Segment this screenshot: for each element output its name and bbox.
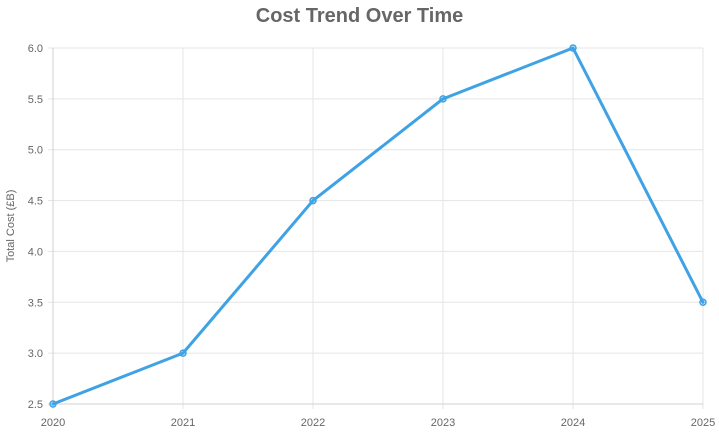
grid-lines: [48, 47, 704, 409]
y-tick-label: 4.0: [28, 246, 43, 258]
data-point[interactable]: [309, 196, 317, 205]
y-axis-title: Total Cost (£B): [5, 190, 17, 263]
x-axis-ticks: 2020 2021 2022 2023 2024 2025: [41, 417, 715, 429]
y-tick-label: 5.0: [28, 145, 43, 157]
data-point[interactable]: [179, 349, 187, 357]
x-tick-label: 2024: [561, 417, 585, 429]
x-tick-label: 2021: [171, 417, 195, 429]
chart-title: Cost Trend Over Time: [255, 5, 464, 27]
series-line: [51, 46, 705, 406]
y-tick-label: 2.5: [28, 399, 43, 411]
x-tick-label: 2023: [431, 417, 455, 429]
data-point[interactable]: [699, 298, 707, 307]
x-tick-label: 2020: [41, 417, 65, 429]
y-tick-label: 3.5: [28, 297, 43, 309]
y-tick-label: 3.0: [28, 348, 43, 360]
y-tick-label: 5.5: [28, 94, 43, 106]
y-tick-label: 6.0: [28, 43, 43, 55]
y-tick-label: 4.5: [28, 196, 43, 208]
data-point[interactable]: [49, 400, 57, 408]
series-layer: [49, 44, 707, 408]
x-tick-label: 2022: [301, 417, 325, 429]
y-axis-ticks: 2.5 3.0 3.5 4.0 4.5 5.0 5.5 6.0: [28, 43, 43, 411]
x-tick-label: 2025: [691, 417, 715, 429]
data-point[interactable]: [569, 44, 577, 52]
data-point[interactable]: [439, 95, 447, 103]
